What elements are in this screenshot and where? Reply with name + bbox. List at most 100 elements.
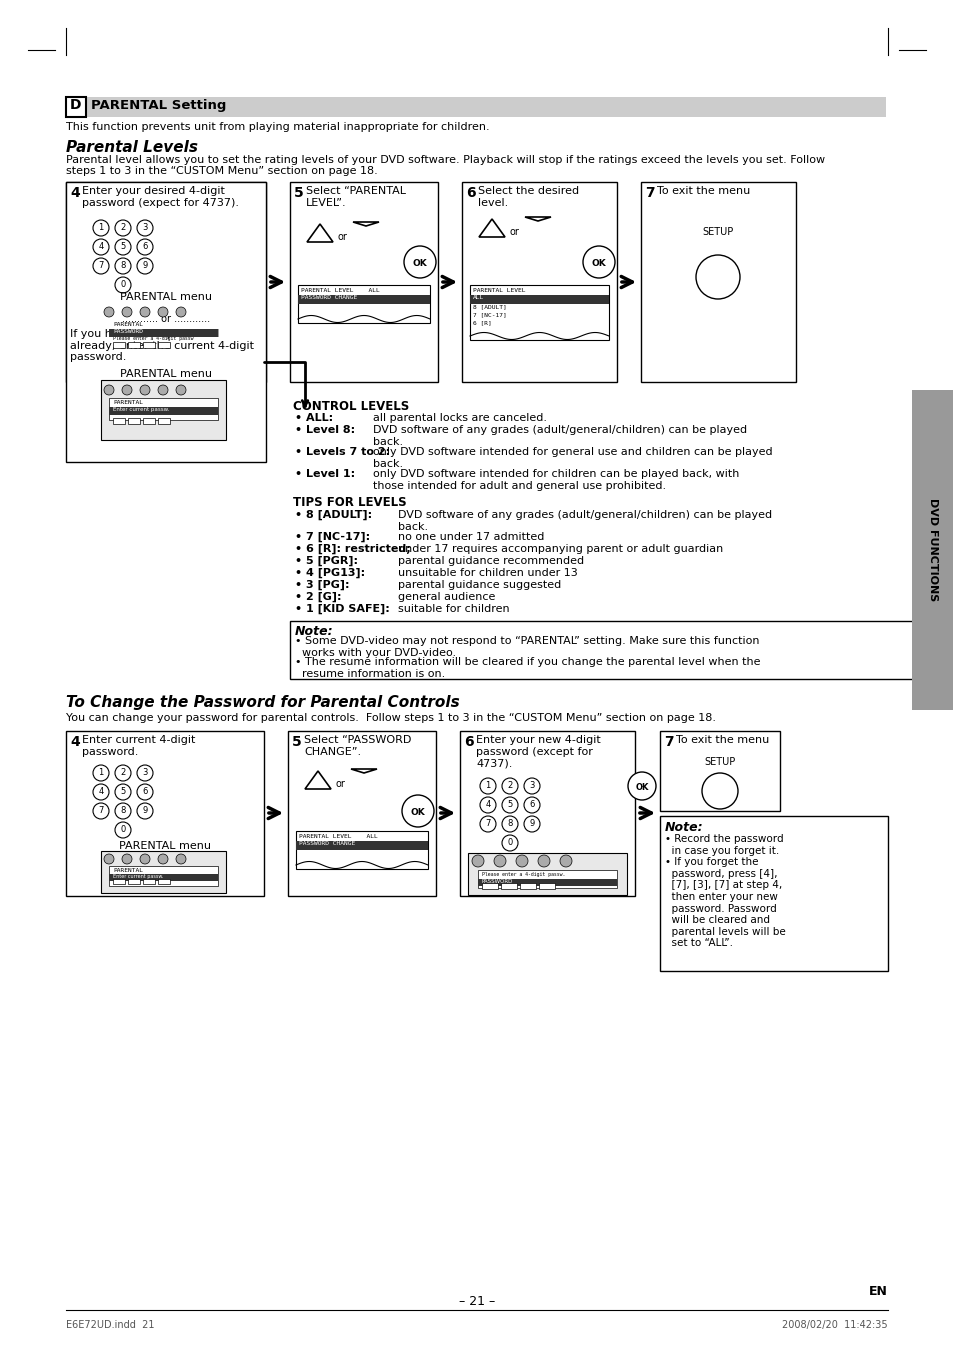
Circle shape bbox=[137, 258, 152, 274]
Circle shape bbox=[140, 854, 150, 865]
Text: PASSWORD CHANGE: PASSWORD CHANGE bbox=[301, 295, 356, 300]
Text: parental guidance suggested: parental guidance suggested bbox=[397, 580, 560, 590]
Text: • 4 [PG13]:: • 4 [PG13]: bbox=[294, 567, 365, 578]
Circle shape bbox=[523, 816, 539, 832]
Circle shape bbox=[104, 854, 113, 865]
Text: 8: 8 bbox=[120, 261, 126, 270]
Bar bbox=[112, 417, 125, 424]
Text: Parental level allows you to set the rating levels of your DVD software. Playbac: Parental level allows you to set the rat… bbox=[66, 155, 824, 165]
Text: 4: 4 bbox=[70, 735, 80, 748]
Bar bbox=[128, 417, 140, 424]
Text: steps 1 to 3 in the “CUSTOM Menu” section on page 18.: steps 1 to 3 in the “CUSTOM Menu” sectio… bbox=[66, 166, 377, 176]
Text: Note:: Note: bbox=[294, 626, 334, 638]
Circle shape bbox=[115, 239, 131, 255]
Bar bbox=[459, 731, 635, 896]
Text: PARENTAL: PARENTAL bbox=[112, 400, 143, 405]
Bar bbox=[143, 342, 154, 349]
Bar bbox=[66, 182, 266, 462]
Text: 2: 2 bbox=[507, 781, 512, 790]
Text: Enter current passw.: Enter current passw. bbox=[112, 874, 163, 880]
Text: CONTROL LEVELS: CONTROL LEVELS bbox=[293, 400, 409, 413]
Circle shape bbox=[501, 778, 517, 794]
Text: 5: 5 bbox=[120, 788, 126, 796]
Text: You can change your password for parental controls.  Follow steps 1 to 3 in the : You can change your password for parenta… bbox=[66, 713, 716, 723]
Bar bbox=[477, 870, 617, 888]
Bar bbox=[112, 880, 125, 884]
Bar bbox=[109, 874, 218, 881]
Circle shape bbox=[158, 307, 168, 317]
Circle shape bbox=[158, 385, 168, 394]
Bar bbox=[500, 884, 517, 889]
Text: only DVD software intended for children can be played back, with
those intended : only DVD software intended for children … bbox=[373, 469, 739, 490]
Text: or: or bbox=[335, 780, 345, 789]
Bar bbox=[112, 342, 125, 349]
Text: OK: OK bbox=[591, 259, 606, 267]
Text: 9: 9 bbox=[529, 819, 534, 828]
Circle shape bbox=[92, 239, 109, 255]
Circle shape bbox=[175, 385, 186, 394]
Circle shape bbox=[137, 802, 152, 819]
Text: only DVD software intended for general use and children can be played
back.: only DVD software intended for general u… bbox=[373, 447, 772, 469]
Circle shape bbox=[122, 307, 132, 317]
Text: 2008/02/20  11:42:35: 2008/02/20 11:42:35 bbox=[781, 1320, 887, 1329]
Circle shape bbox=[501, 797, 517, 813]
Text: Note:: Note: bbox=[664, 821, 703, 834]
Bar bbox=[659, 816, 887, 971]
Circle shape bbox=[140, 307, 150, 317]
Circle shape bbox=[479, 797, 496, 813]
Text: • 2 [G]:: • 2 [G]: bbox=[294, 592, 341, 603]
Text: 3: 3 bbox=[529, 781, 534, 790]
Text: Select the desired
level.: Select the desired level. bbox=[477, 186, 578, 208]
Text: If you have set a password
already, enter the current 4-digit
password.: If you have set a password already, ente… bbox=[70, 330, 253, 362]
Circle shape bbox=[701, 773, 738, 809]
Text: PARENTAL LEVEL    ALL: PARENTAL LEVEL ALL bbox=[301, 288, 379, 293]
Bar bbox=[538, 884, 555, 889]
Circle shape bbox=[140, 385, 150, 394]
Circle shape bbox=[158, 854, 168, 865]
Text: Parental Levels: Parental Levels bbox=[66, 141, 198, 155]
Circle shape bbox=[559, 855, 572, 867]
Text: suitable for children: suitable for children bbox=[397, 604, 509, 613]
Bar bbox=[158, 342, 170, 349]
Text: Please enter a 4-digit passw.: Please enter a 4-digit passw. bbox=[481, 871, 565, 877]
Bar bbox=[297, 295, 430, 304]
Bar bbox=[66, 97, 86, 118]
Circle shape bbox=[516, 855, 527, 867]
Text: This function prevents unit from playing material inappropriate for children.: This function prevents unit from playing… bbox=[66, 122, 489, 132]
Bar bbox=[158, 417, 170, 424]
Polygon shape bbox=[305, 771, 331, 789]
Bar bbox=[158, 880, 170, 884]
Circle shape bbox=[479, 816, 496, 832]
Circle shape bbox=[137, 220, 152, 236]
Bar bbox=[290, 182, 437, 382]
Text: PARENTAL: PARENTAL bbox=[112, 867, 143, 873]
Text: • 7 [NC-17]:: • 7 [NC-17]: bbox=[294, 532, 370, 542]
Text: DVD FUNCTIONS: DVD FUNCTIONS bbox=[927, 499, 937, 601]
Text: 4: 4 bbox=[485, 800, 490, 809]
Text: • The resume information will be cleared if you change the parental level when t: • The resume information will be cleared… bbox=[294, 657, 760, 678]
Bar bbox=[519, 884, 536, 889]
Circle shape bbox=[501, 816, 517, 832]
Text: • 8 [ADULT]:: • 8 [ADULT]: bbox=[294, 509, 372, 520]
Circle shape bbox=[401, 794, 434, 827]
Text: • ALL:: • ALL: bbox=[294, 413, 333, 423]
Text: E6E72UD.indd  21: E6E72UD.indd 21 bbox=[66, 1320, 154, 1329]
Bar bbox=[295, 842, 428, 850]
Bar bbox=[470, 285, 608, 340]
Text: 8: 8 bbox=[507, 819, 512, 828]
Text: Select “PASSWORD
CHANGE”.: Select “PASSWORD CHANGE”. bbox=[304, 735, 411, 757]
Circle shape bbox=[115, 258, 131, 274]
Text: 7: 7 bbox=[485, 819, 490, 828]
Bar bbox=[128, 880, 140, 884]
Text: 0: 0 bbox=[507, 838, 512, 847]
Circle shape bbox=[627, 771, 656, 800]
Text: PASSWORD: PASSWORD bbox=[481, 880, 513, 884]
Text: To exit the menu: To exit the menu bbox=[657, 186, 749, 196]
Text: SETUP: SETUP bbox=[701, 227, 733, 236]
Circle shape bbox=[92, 765, 109, 781]
Polygon shape bbox=[351, 769, 376, 773]
Text: PASSWORD CHANGE: PASSWORD CHANGE bbox=[298, 842, 355, 846]
Bar bbox=[911, 390, 953, 711]
Text: 8 [ADULT]: 8 [ADULT] bbox=[473, 304, 506, 309]
Bar bbox=[109, 407, 218, 415]
